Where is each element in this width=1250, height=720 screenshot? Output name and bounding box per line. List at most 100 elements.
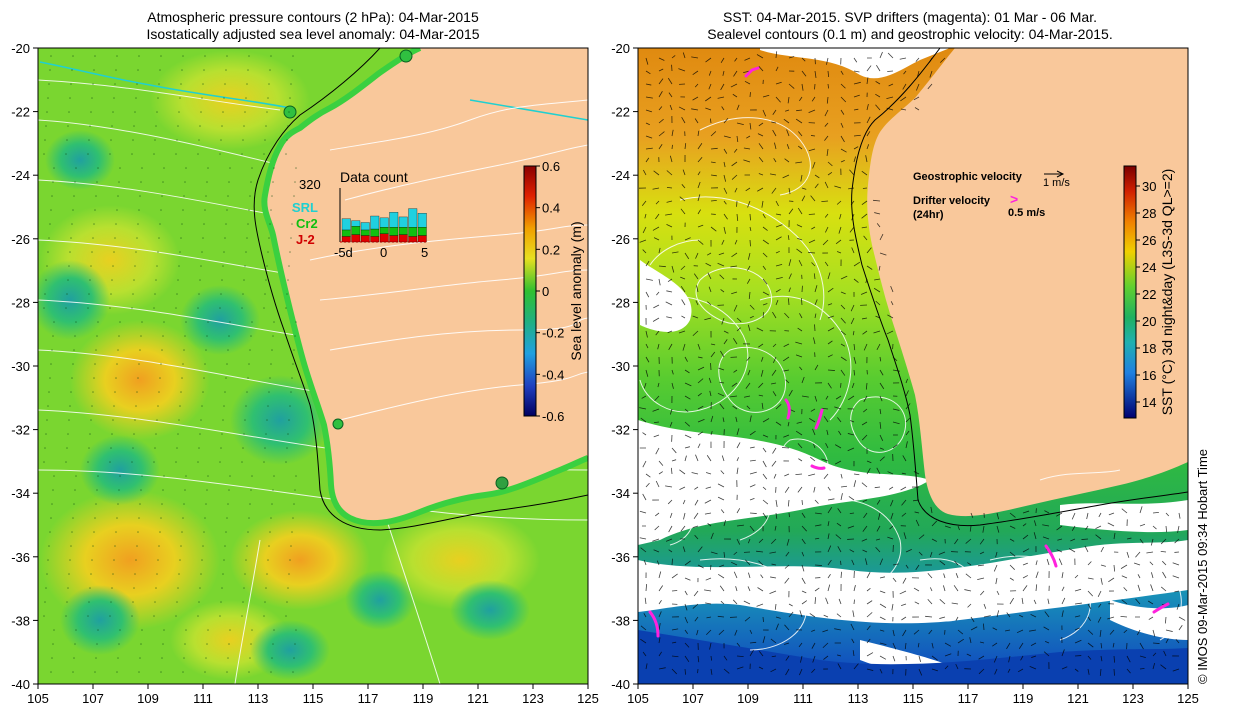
lon-label: 115 xyxy=(903,691,924,706)
lat-label: -30 xyxy=(11,359,30,374)
legend-cr2: Cr2 xyxy=(296,216,318,231)
left-title-line2: Isostatically adjusted sea level anomaly… xyxy=(146,26,479,42)
lat-label: -20 xyxy=(11,41,30,56)
lon-label: 121 xyxy=(467,691,489,706)
sst-map xyxy=(638,48,1188,684)
drifter-tracks xyxy=(648,66,1170,638)
lon-label: 117 xyxy=(358,691,379,706)
lon-label: 111 xyxy=(193,691,213,706)
lon-label: 125 xyxy=(577,691,599,706)
sst-colorbar: 30 28 26 24 22 20 18 16 14 SST (°C) 3d night&day… xyxy=(1123,165,1175,419)
count-bar-j-2 xyxy=(398,234,408,243)
lon-label: 121 xyxy=(1067,691,1089,706)
left-title-line1: Atmospheric pressure contours (2 hPa): 0… xyxy=(147,9,479,25)
colorbar-tick-label: -0.2 xyxy=(542,326,564,341)
count-bar-cr2 xyxy=(379,226,389,234)
colorbar-tick-label: 14 xyxy=(1142,395,1156,410)
colorbar-tick-label: 0.6 xyxy=(542,159,560,174)
count-bar-cr2 xyxy=(370,228,380,237)
data-count-inset: Data count 320 SRL Cr2 J-2 -5d 0 5 xyxy=(292,169,428,260)
colorbar-tick-label: 16 xyxy=(1142,368,1156,383)
lat-label: -32 xyxy=(611,423,630,438)
drifter-velocity-sub: (24hr) xyxy=(913,209,944,221)
count-bar-srl xyxy=(389,212,399,228)
sla-colorbar-label: Sea level anomaly (m) xyxy=(568,221,584,360)
count-bar-j-2 xyxy=(389,235,399,243)
colorbar-tick-label: 0.2 xyxy=(542,242,560,257)
geo-velocity-arrowhead xyxy=(1056,170,1065,178)
lat-label: -40 xyxy=(11,677,30,692)
drifter-velocity-symbol: > xyxy=(1010,191,1018,207)
colorbar-tick-label: -0.6 xyxy=(542,409,564,424)
count-tick-minus5: -5d xyxy=(334,245,353,260)
colorbar-tick-label: 24 xyxy=(1142,260,1156,275)
geo-velocity-scale: 1 m/s xyxy=(1043,177,1070,189)
colorbar-tick-label: -0.4 xyxy=(542,367,564,382)
colorbar-tick-label: 28 xyxy=(1142,206,1156,221)
lat-label: -34 xyxy=(11,486,30,501)
count-bar-cr2 xyxy=(351,226,361,235)
count-bar-cr2 xyxy=(408,226,418,237)
lon-label: 109 xyxy=(137,691,159,706)
lon-label: 109 xyxy=(737,691,759,706)
count-bar-cr2 xyxy=(360,229,370,236)
legend-srl: SRL xyxy=(292,200,318,215)
lon-label: 111 xyxy=(793,691,813,706)
right-lon-axis: 105 107 109 111 113 115 117 119 121 123 125 xyxy=(627,684,1199,706)
count-bar-j-2 xyxy=(408,236,418,243)
count-bar-srl xyxy=(379,217,389,228)
lon-label: 105 xyxy=(627,691,649,706)
data-count-bars xyxy=(341,208,427,243)
count-bar-cr2 xyxy=(417,226,427,236)
count-bar-cr2 xyxy=(341,229,351,237)
lon-label: 123 xyxy=(522,691,544,706)
lon-label: 107 xyxy=(82,691,104,706)
colorbar-tick-label: 0 xyxy=(542,284,549,299)
lat-label: -36 xyxy=(11,550,30,565)
count-bar-srl xyxy=(360,222,370,231)
lon-label: 113 xyxy=(848,691,869,706)
sst-colorbar-label: SST (°C) 3d night&day (L3S-3d QL>=2) xyxy=(1159,169,1175,416)
lat-label: -28 xyxy=(611,295,630,310)
lon-label: 123 xyxy=(1122,691,1144,706)
right-title-line2: Sealevel contours (0.1 m) and geostrophi… xyxy=(707,26,1112,42)
count-tick-0: 0 xyxy=(380,245,387,260)
sla-map xyxy=(38,48,588,684)
lon-label: 119 xyxy=(413,691,434,706)
count-bar-j-2 xyxy=(351,234,361,243)
count-bar-srl xyxy=(351,220,361,227)
lon-label: 105 xyxy=(27,691,49,706)
right-title-line1: SST: 04-Mar-2015. SVP drifters (magenta)… xyxy=(723,9,1097,25)
count-tick-5: 5 xyxy=(421,245,428,260)
geo-velocity-label: Geostrophic velocity xyxy=(913,171,1023,183)
count-bar-srl xyxy=(341,218,351,231)
count-bar-srl xyxy=(398,216,408,228)
count-bar-srl xyxy=(408,208,418,228)
colorbar-tick-label: 18 xyxy=(1142,341,1156,356)
count-bar-j-2 xyxy=(417,235,427,243)
count-bar-srl xyxy=(417,213,427,228)
count-bar-j-2 xyxy=(370,236,380,243)
lat-label: -38 xyxy=(11,613,30,628)
lat-label: -24 xyxy=(611,168,630,183)
lat-label: -34 xyxy=(611,486,630,501)
colorbar-tick-label: 20 xyxy=(1142,314,1156,329)
right-lat-axis: -20 -22 -24 -26 -28 -30 -32 -34 -36 -38 -40 xyxy=(611,41,638,692)
lat-label: -32 xyxy=(11,423,30,438)
lon-label: 125 xyxy=(1177,691,1199,706)
lat-label: -38 xyxy=(611,613,630,628)
left-lon-axis: 105 107 109 111 113 115 117 119 121 123 125 xyxy=(27,684,599,706)
colorbar-tick-label: 22 xyxy=(1142,287,1156,302)
lat-label: -26 xyxy=(611,232,630,247)
drifter-velocity-scale: 0.5 m/s xyxy=(1008,207,1045,219)
lat-label: -36 xyxy=(611,550,630,565)
count-bar-cr2 xyxy=(398,226,408,235)
drifter-velocity-label: Drifter velocity xyxy=(913,195,991,207)
colorbar-tick-label: 26 xyxy=(1142,233,1156,248)
count-bar-j-2 xyxy=(379,233,389,243)
data-count-max: 320 xyxy=(299,177,321,192)
lat-label: -30 xyxy=(611,359,630,374)
colorbar-tick-label: 30 xyxy=(1142,179,1156,194)
count-bar-j-2 xyxy=(341,236,351,243)
